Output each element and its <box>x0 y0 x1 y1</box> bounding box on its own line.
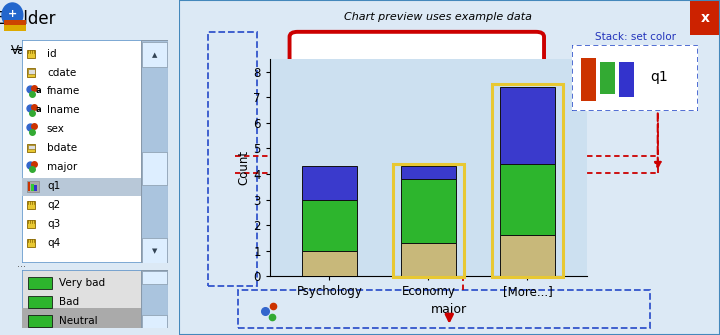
Text: Chart Builder: Chart Builder <box>0 10 55 28</box>
Text: major: major <box>47 162 77 172</box>
Text: ···: ··· <box>17 263 26 273</box>
Bar <box>619 62 634 97</box>
Bar <box>143 43 167 67</box>
Bar <box>401 243 456 276</box>
Text: q2: q2 <box>47 200 60 210</box>
Text: x: x <box>701 11 709 25</box>
Bar <box>27 239 35 247</box>
Circle shape <box>2 3 23 27</box>
Bar <box>143 151 167 185</box>
Bar <box>35 186 37 191</box>
Text: a: a <box>35 105 41 114</box>
Bar <box>31 184 34 191</box>
Bar <box>581 58 596 101</box>
Bar <box>27 69 35 73</box>
Text: bdate: bdate <box>47 143 77 153</box>
Bar <box>4 25 26 31</box>
Text: major: major <box>431 304 467 316</box>
Text: q3: q3 <box>47 219 60 229</box>
Bar <box>27 50 35 58</box>
Bar <box>143 271 167 284</box>
Bar <box>27 182 30 191</box>
Bar <box>500 87 554 164</box>
Text: Neutral: Neutral <box>59 316 97 326</box>
Text: q1: q1 <box>47 181 60 191</box>
Bar <box>22 178 155 196</box>
Bar <box>238 290 649 328</box>
Text: lname: lname <box>47 106 79 115</box>
Text: Bad: Bad <box>59 297 79 307</box>
Bar <box>500 236 554 276</box>
Y-axis label: Count: Count <box>238 150 251 185</box>
Bar <box>302 251 356 276</box>
Bar <box>302 200 356 251</box>
Bar <box>492 84 562 277</box>
Text: q4: q4 <box>47 238 60 248</box>
Bar <box>143 316 167 328</box>
Bar <box>27 201 35 209</box>
Bar <box>27 144 35 152</box>
Bar <box>28 296 53 308</box>
Bar <box>28 315 53 327</box>
Text: fname: fname <box>47 86 80 96</box>
Text: Stack: set color: Stack: set color <box>595 32 676 42</box>
Bar <box>4 20 26 31</box>
Bar <box>393 164 464 277</box>
Text: cdate: cdate <box>47 67 76 77</box>
Bar <box>208 32 257 286</box>
Text: Variables:: Variables: <box>11 44 69 57</box>
Bar <box>143 239 167 263</box>
Bar <box>401 179 456 243</box>
Text: q1: q1 <box>651 70 668 83</box>
Text: ▲: ▲ <box>152 52 158 58</box>
FancyBboxPatch shape <box>289 32 544 116</box>
Text: a: a <box>35 86 41 95</box>
Text: Chart preview uses example data: Chart preview uses example data <box>344 12 533 22</box>
Text: +: + <box>8 9 17 19</box>
Text: ▼: ▼ <box>152 248 158 254</box>
Bar <box>302 166 356 200</box>
Bar <box>27 68 35 76</box>
Text: Very bad: Very bad <box>59 278 105 288</box>
Bar <box>27 145 35 149</box>
Text: id: id <box>47 49 57 59</box>
Bar <box>500 164 554 236</box>
Bar <box>27 181 39 192</box>
Text: Drag & Drop: Drag & Drop <box>348 64 485 83</box>
Bar <box>22 308 155 328</box>
Text: sex: sex <box>47 124 65 134</box>
Bar <box>27 220 35 228</box>
Bar <box>28 277 53 289</box>
Bar <box>401 166 456 179</box>
Bar <box>600 62 615 94</box>
